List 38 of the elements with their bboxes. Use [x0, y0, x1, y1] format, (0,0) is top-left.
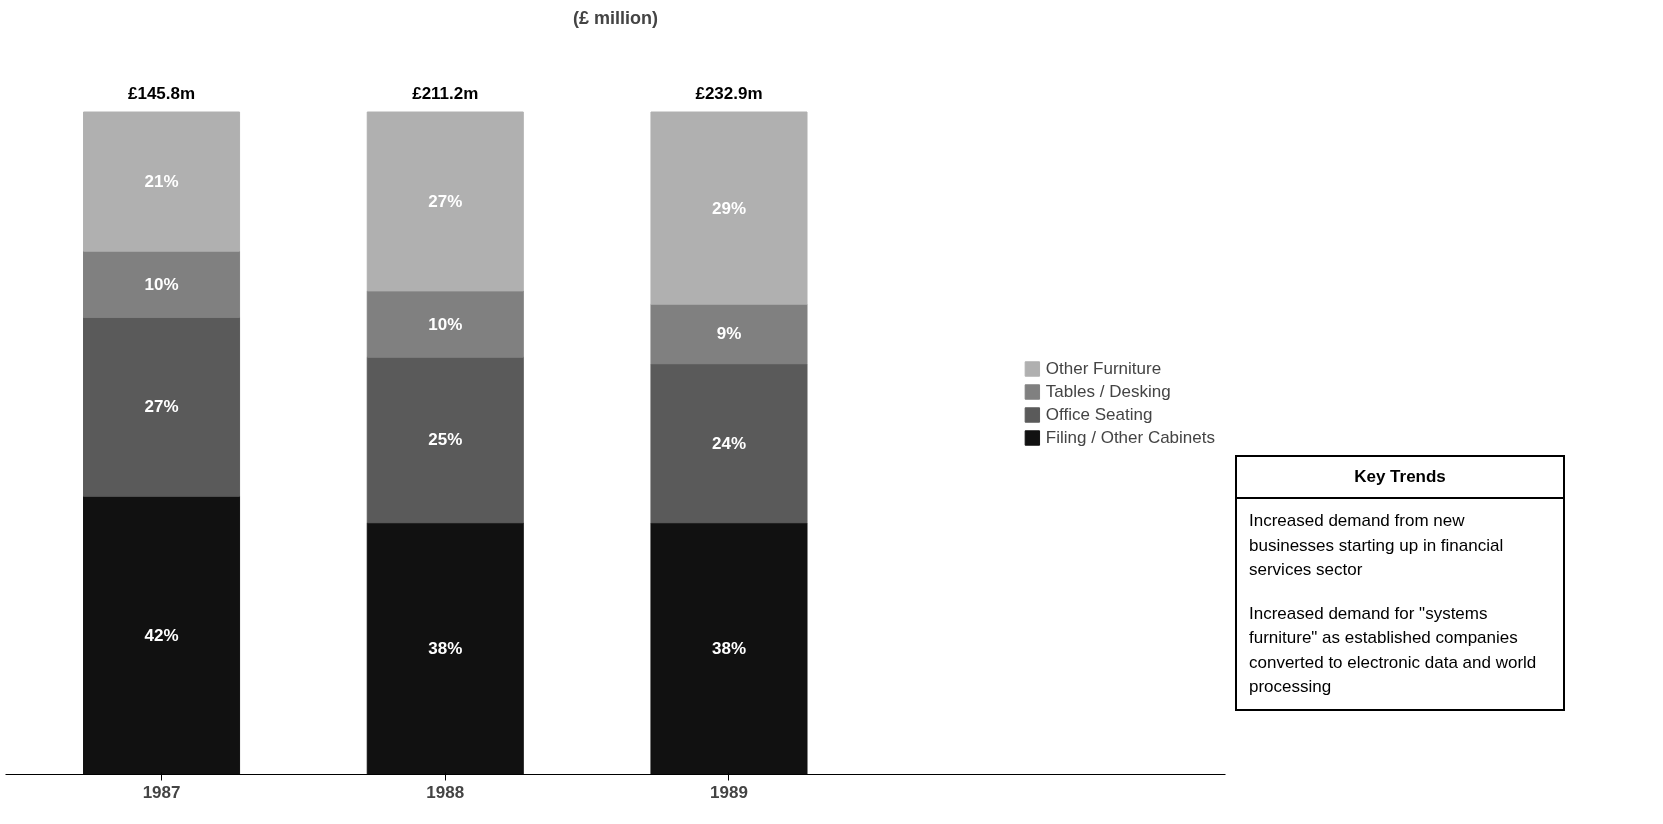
- data-label: 42%: [144, 625, 179, 645]
- bar: [83, 111, 241, 252]
- data-label: 27%: [144, 397, 179, 417]
- data-label: 29%: [711, 198, 747, 218]
- bar: [650, 522, 808, 775]
- legend-label: Tables / Desking: [1045, 381, 1171, 402]
- bar: [366, 290, 524, 358]
- data-label: 21%: [144, 172, 179, 192]
- bar: [83, 316, 241, 497]
- data-label: 38%: [711, 639, 747, 659]
- bar: [83, 250, 241, 318]
- x-tick-label: 1989: [710, 782, 748, 802]
- annotation: £211.2m: [412, 84, 479, 104]
- legend-label: Filing / Other Cabinets: [1045, 427, 1215, 448]
- text: Increased demand for "systems furniture" as established companies converted to electronic data and world processing: [1248, 603, 1538, 698]
- data-label: 24%: [711, 433, 747, 453]
- text: Key Trends: [1237, 457, 1563, 500]
- text: Increased demand from new businesses starting up in financial services sector: [1248, 510, 1505, 581]
- bar: [650, 363, 808, 524]
- x-tick-label: 1988: [426, 782, 465, 802]
- bar: [366, 522, 524, 775]
- data-label: 27%: [428, 191, 463, 211]
- bar: [83, 495, 241, 775]
- data-label: 10%: [428, 314, 463, 334]
- data-label: 25%: [428, 430, 463, 450]
- data-label: 38%: [428, 639, 463, 659]
- legend-label: Office Seating: [1045, 404, 1153, 425]
- data-label: 10%: [144, 274, 179, 294]
- bar: [366, 111, 524, 292]
- annotation: £232.9m: [695, 84, 763, 104]
- data-label: 9%: [716, 324, 742, 344]
- bar: [650, 111, 808, 305]
- bar: [650, 303, 808, 365]
- chart-title: (£ million): [573, 7, 659, 28]
- annotation: £145.8m: [127, 84, 196, 104]
- x-tick-label: 1987: [142, 782, 181, 802]
- legend-label: Other Furniture: [1045, 358, 1162, 379]
- bar: [366, 356, 524, 524]
